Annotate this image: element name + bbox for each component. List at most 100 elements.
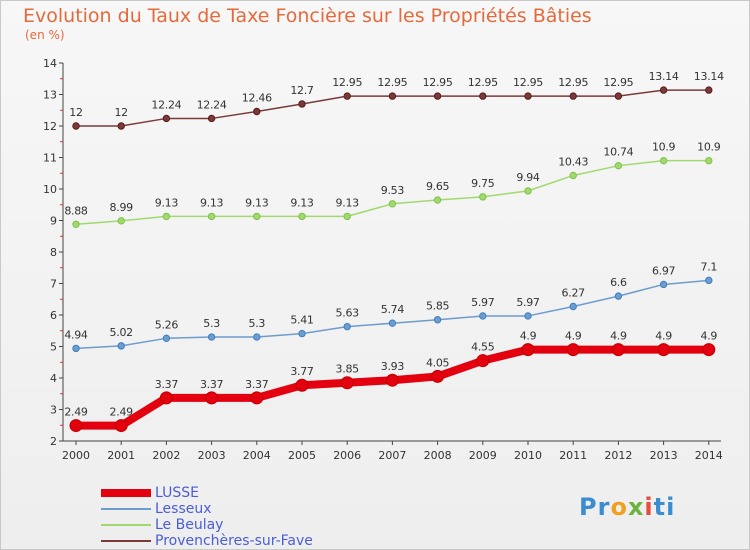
data-label: 3.85 xyxy=(336,363,360,376)
data-point xyxy=(433,92,442,100)
x-tick-label: 2011 xyxy=(559,449,587,462)
data-point xyxy=(705,156,713,165)
data-point xyxy=(521,343,535,357)
data-point xyxy=(569,302,577,311)
data-label: 9.65 xyxy=(426,180,450,193)
y-tick-label: 13 xyxy=(43,89,57,102)
data-point xyxy=(343,322,351,331)
data-point xyxy=(566,343,580,357)
data-point xyxy=(569,171,577,180)
x-tick-label: 2005 xyxy=(288,449,316,462)
data-point xyxy=(343,92,351,100)
x-tick-label: 2003 xyxy=(198,449,226,462)
data-point xyxy=(159,391,173,405)
data-point xyxy=(476,354,490,368)
data-label: 5.97 xyxy=(471,296,495,309)
legend-label: Le Beulay xyxy=(155,517,224,533)
data-label: 3.37 xyxy=(155,378,179,391)
y-tick-label: 6 xyxy=(50,309,57,322)
y-tick-label: 2 xyxy=(50,435,57,448)
data-point xyxy=(614,292,623,300)
data-point xyxy=(207,333,216,341)
data-point xyxy=(433,196,442,204)
data-label: 4.05 xyxy=(426,356,450,369)
data-point xyxy=(298,329,306,338)
data-point xyxy=(343,212,351,221)
y-tick-label: 5 xyxy=(50,341,57,354)
series-le-beulay xyxy=(72,156,713,228)
series-provench-res-sur-fave xyxy=(72,86,713,130)
data-point xyxy=(659,280,668,289)
data-point xyxy=(117,342,125,350)
data-point xyxy=(72,122,80,130)
data-label: 9.13 xyxy=(336,196,360,209)
data-point xyxy=(479,92,487,100)
series-lesseux xyxy=(72,276,713,353)
data-label: 8.99 xyxy=(110,201,134,214)
legend-item: Provenchères-sur-Fave xyxy=(101,533,361,549)
x-tick-label: 2012 xyxy=(604,449,632,462)
data-label: 12.7 xyxy=(290,84,314,97)
chart-title: Evolution du Taux de Taxe Foncière sur l… xyxy=(23,5,592,27)
legend-label: Lesseux xyxy=(155,501,212,517)
data-label: 12.95 xyxy=(332,76,362,89)
x-tick-label: 2001 xyxy=(107,449,135,462)
data-label: 10.9 xyxy=(697,141,721,154)
data-label: 10.74 xyxy=(603,146,633,159)
data-label: 13.14 xyxy=(694,70,724,83)
y-tick-label: 14 xyxy=(43,57,57,70)
x-tick-label: 2013 xyxy=(650,449,678,462)
x-tick-label: 2008 xyxy=(424,449,452,462)
x-tick-label: 2009 xyxy=(469,449,497,462)
data-point xyxy=(253,333,261,341)
data-label: 7.1 xyxy=(701,260,718,273)
data-label: 12.95 xyxy=(468,76,498,89)
data-label: 8.88 xyxy=(64,204,88,217)
data-label: 12.24 xyxy=(151,98,181,111)
data-point xyxy=(479,312,487,320)
data-label: 5.26 xyxy=(155,318,179,331)
data-label: 9.13 xyxy=(290,196,314,209)
legend-item: Lesseux xyxy=(101,501,361,517)
data-label: 12 xyxy=(114,106,127,119)
data-point xyxy=(250,391,264,405)
data-point xyxy=(207,212,216,221)
data-label: 4.9 xyxy=(655,330,672,343)
data-point xyxy=(611,343,625,357)
data-label: 6.6 xyxy=(610,276,627,289)
legend: LUSSE Lesseux Le Beulay Provenchères-sur-Fa… xyxy=(101,485,361,549)
data-point xyxy=(298,100,306,108)
y-tick-label: 10 xyxy=(43,183,57,196)
data-point xyxy=(117,122,125,130)
data-label: 9.13 xyxy=(200,196,224,209)
data-point xyxy=(162,334,171,343)
data-point xyxy=(298,212,306,221)
data-point xyxy=(524,92,532,100)
data-point xyxy=(614,92,623,100)
data-label: 3.93 xyxy=(381,360,405,373)
data-label: 9.75 xyxy=(471,177,495,190)
data-label: 4.9 xyxy=(701,330,718,343)
data-point xyxy=(479,193,487,201)
data-label: 12.46 xyxy=(242,92,272,105)
legend-label: Provenchères-sur-Fave xyxy=(155,533,313,549)
data-label: 5.97 xyxy=(516,296,540,309)
data-point xyxy=(388,92,397,100)
data-label: 9.53 xyxy=(381,184,405,197)
x-tick-label: 2014 xyxy=(695,449,723,462)
data-label: 10.9 xyxy=(652,141,676,154)
data-label: 3.77 xyxy=(290,365,314,378)
y-tick-label: 7 xyxy=(50,278,57,291)
x-tick-label: 2004 xyxy=(243,449,271,462)
x-tick-label: 2010 xyxy=(514,449,542,462)
legend-item: Le Beulay xyxy=(101,517,361,533)
data-point xyxy=(702,343,716,357)
y-tick-label: 11 xyxy=(43,152,57,165)
data-point xyxy=(385,373,399,387)
data-label: 4.9 xyxy=(520,330,537,343)
data-label: 5.3 xyxy=(203,317,220,330)
data-label: 5.63 xyxy=(336,307,360,320)
data-point xyxy=(253,212,261,221)
